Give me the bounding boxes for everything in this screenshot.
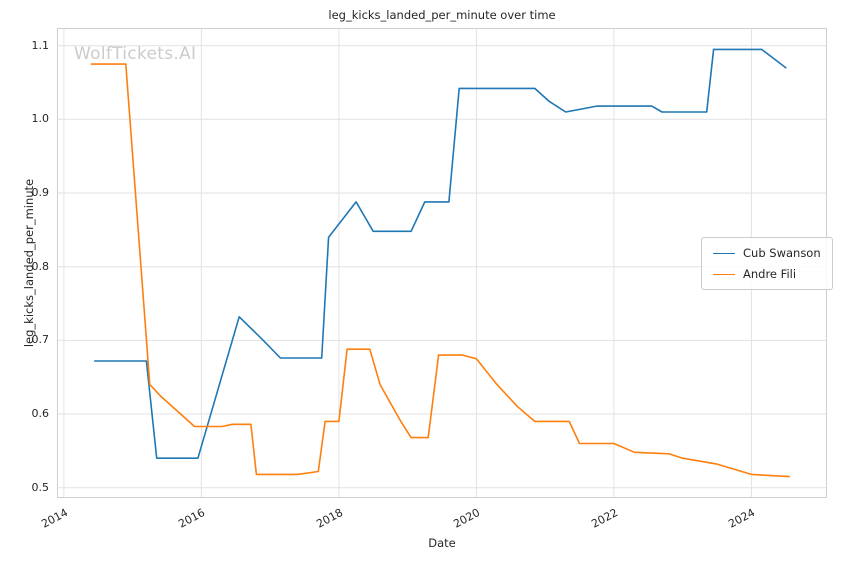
legend-line-swatch-blue — [713, 252, 735, 254]
watermark: WolfTickets.AI — [74, 44, 197, 64]
y-tick-label: 0.8 — [31, 259, 50, 273]
legend: Cub Swanson Andre Fili — [701, 237, 833, 290]
legend-item-cub-swanson: Cub Swanson — [713, 246, 821, 260]
legend-line-swatch-orange — [713, 273, 735, 275]
x-tick-label: 2020 — [451, 506, 483, 531]
y-tick-label: 0.7 — [31, 333, 50, 347]
y-tick-label: 0.5 — [31, 480, 50, 494]
legend-item-andre-fili: Andre Fili — [713, 267, 821, 281]
chart-title: leg_kicks_landed_per_minute over time — [328, 8, 556, 22]
x-tick-label: 2024 — [726, 506, 758, 531]
y-tick-label: 1.1 — [31, 38, 50, 52]
x-tick-label: 2016 — [176, 506, 208, 531]
x-axis-label: Date — [428, 536, 456, 550]
legend-label: Andre Fili — [743, 267, 797, 281]
x-tick-label: 2022 — [589, 506, 620, 531]
y-tick-label: 0.6 — [31, 407, 50, 421]
y-tick-label: 1.0 — [31, 112, 50, 126]
x-tick-label: 2014 — [39, 506, 70, 531]
y-tick-label: 0.9 — [31, 186, 50, 200]
legend-label: Cub Swanson — [743, 246, 821, 260]
x-tick-label: 2018 — [314, 506, 345, 531]
